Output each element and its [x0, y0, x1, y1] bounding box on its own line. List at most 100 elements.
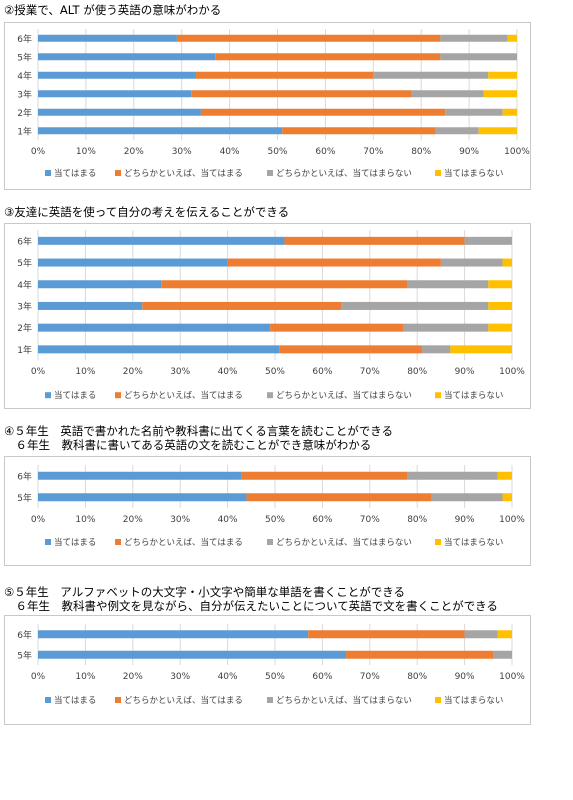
y-tick-label: 5年 [17, 492, 32, 504]
bar-segment [440, 258, 503, 267]
bar-segment [341, 301, 489, 310]
legend-label: 当てはまる [54, 390, 96, 401]
legend-swatch [45, 392, 51, 399]
chart-title-line: ⑤５年生 アルファベットの大文字・小文字や簡単な単語を書くことができる [4, 585, 405, 599]
x-tick-label: 80% [407, 515, 427, 525]
x-tick-label: 60% [312, 367, 332, 377]
chart-3-title: ④５年生 英語で書かれた名前や教科書に出てくる言葉を読むことができる ６年生 教… [4, 424, 393, 452]
bar-segment [308, 630, 465, 639]
x-tick-label: 50% [265, 515, 285, 525]
bar-segment [38, 493, 247, 502]
chart-4-frame: 0% 10% 20% 30% 40% 50% 60% 70% 80% 90% 100% 6年 5年 当ては… [4, 615, 531, 725]
legend-label: どちらかといえば、当てはまらない [276, 537, 412, 548]
x-tick-label: 90% [459, 147, 479, 157]
x-tick-label: 80% [411, 147, 431, 157]
x-tick-label: 90% [455, 367, 475, 377]
legend-swatch [267, 170, 273, 176]
x-tick-label: 20% [124, 147, 144, 157]
legend-swatch [45, 539, 51, 545]
chart-1-svg: 0% 10% 20% 30% 40% 50% 60% 70% 80% 90% 100% 6年 5年 4年 3… [17, 29, 530, 179]
bar-segment [464, 630, 498, 639]
chart-1-title: ②授業で、ALT が使う英語の意味がわかる [4, 3, 221, 17]
x-tick-label: 0% [31, 147, 46, 157]
bar-segment [483, 90, 517, 98]
chart-4-title: ⑤５年生 アルファベットの大文字・小文字や簡単な単語を書くことができる ６年生 … [4, 585, 498, 613]
bar-segment [176, 34, 441, 42]
bar-segment [161, 280, 408, 289]
bar-segment [38, 301, 143, 310]
bar-segment [246, 493, 432, 502]
bar-segment [488, 71, 517, 79]
legend-swatch [267, 539, 273, 545]
legend-label: どちらかといえば、当てはまる [124, 695, 243, 706]
x-tick-label: 0% [31, 672, 46, 682]
x-tick-label: 10% [75, 672, 95, 682]
x-tick-label: 10% [76, 147, 96, 157]
chart-2-title: ③友達に英語を使って自分の考えを伝えることができる [4, 205, 289, 219]
x-tick-label: 80% [407, 672, 427, 682]
bar-segment [488, 323, 512, 332]
x-tick-label: 30% [172, 147, 192, 157]
bar-segment [284, 236, 465, 245]
y-tick-label: 3年 [17, 300, 32, 312]
x-tick-label: 70% [360, 515, 380, 525]
legend-label: 当てはまる [54, 695, 96, 706]
chart-1-frame: 0% 10% 20% 30% 40% 50% 60% 70% 80% 90% 100% 6年 5年 4年 3… [4, 22, 531, 190]
bar-segment [38, 323, 271, 332]
y-tick-label: 5年 [17, 649, 32, 661]
bar-segment [38, 236, 285, 245]
x-tick-label: 40% [218, 367, 238, 377]
x-tick-label: 0% [31, 515, 46, 525]
legend-label: どちらかといえば、当てはまる [124, 168, 243, 179]
bar-segment [411, 90, 484, 98]
chart-3-frame: 0% 10% 20% 30% 40% 50% 60% 70% 80% 90% 100% 6年 5年 当ては… [4, 456, 531, 566]
x-tick-label: 70% [360, 672, 380, 682]
bar-segment [435, 127, 479, 135]
y-tick-label: 6年 [17, 235, 32, 247]
bar-segment [282, 127, 436, 135]
legend-swatch [267, 697, 273, 703]
bar-segment [346, 650, 494, 659]
bar-segment [488, 280, 512, 289]
x-tick-label: 90% [455, 515, 475, 525]
bar-segment [421, 345, 451, 354]
bar-segment [507, 34, 517, 42]
bar-segment [445, 108, 503, 116]
x-tick-label: 60% [312, 515, 332, 525]
bar-segment [502, 493, 512, 502]
legend-label: 当てはまる [54, 168, 96, 179]
bar-segment [38, 258, 228, 267]
x-tick-label: 30% [170, 515, 190, 525]
legend-swatch [267, 392, 273, 399]
bar-segment [241, 471, 408, 480]
bar-segment [440, 53, 517, 61]
chart-3-svg: 0% 10% 20% 30% 40% 50% 60% 70% 80% 90% 100% 6年 5年当ては… [17, 465, 525, 548]
bar-segment [497, 630, 512, 639]
x-tick-label: 50% [265, 367, 285, 377]
legend-label: どちらかといえば、当てはまる [124, 537, 243, 548]
legend-swatch [435, 170, 441, 176]
x-tick-label: 40% [220, 147, 240, 157]
x-tick-label: 100% [499, 367, 525, 377]
x-tick-label: 0% [31, 367, 46, 377]
legend-swatch [45, 170, 51, 176]
bar-segment [38, 90, 192, 98]
x-tick-label: 40% [218, 515, 238, 525]
x-tick-label: 60% [315, 147, 335, 157]
x-tick-label: 60% [312, 672, 332, 682]
chart-title-line: ６年生 教科書に書いてある英語の文を読むことができ意味がわかる [4, 438, 372, 452]
legend-swatch [435, 697, 441, 703]
bar-segment [502, 108, 517, 116]
y-tick-label: 2年 [17, 107, 32, 119]
legend-swatch [45, 697, 51, 703]
bar-segment [38, 53, 216, 61]
legend-swatch [115, 392, 121, 399]
x-tick-label: 40% [218, 672, 238, 682]
bar-segment [200, 108, 446, 116]
bar-segment [38, 650, 347, 659]
legend-label: 当てはまる [54, 537, 96, 548]
chart-title-line: ③友達に英語を使って自分の考えを伝えることができる [4, 205, 290, 219]
bar-segment [227, 258, 441, 267]
bar-segment [488, 301, 512, 310]
bar-segment [38, 108, 201, 116]
